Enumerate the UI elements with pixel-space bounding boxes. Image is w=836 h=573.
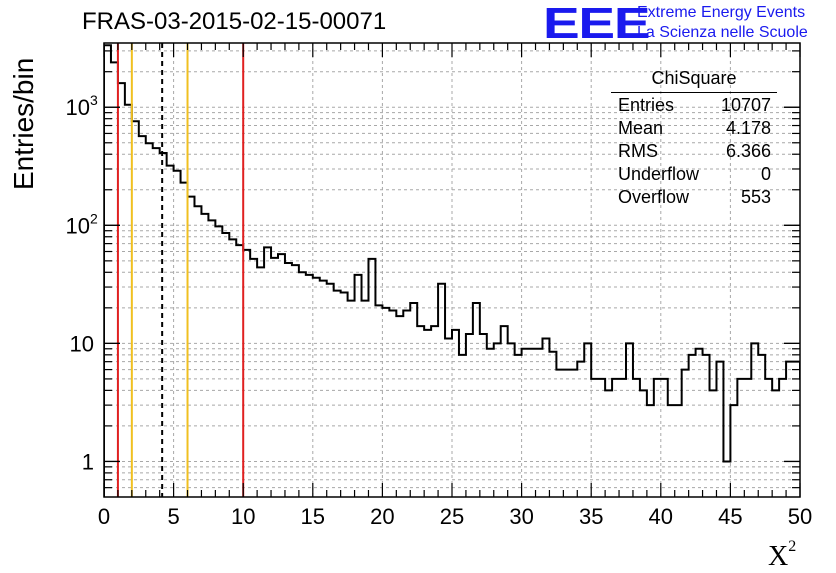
y-tick-exponent: 2 — [90, 210, 98, 226]
y-tick-exponent: 3 — [90, 92, 98, 108]
stats-label: Mean — [618, 118, 664, 138]
stats-row-rms: RMS 6.366 — [611, 140, 777, 163]
stats-box: ChiSquare Entries 10707 Mean 4.178 RMS 6… — [611, 68, 777, 209]
logo-line-1: Extreme Energy Events — [637, 4, 806, 21]
x-tick-label: 50 — [788, 504, 812, 529]
stats-label: Overflow — [618, 187, 690, 207]
x-tick-label: 15 — [301, 504, 325, 529]
x-tick-label: 10 — [231, 504, 255, 529]
stats-row-mean: Mean 4.178 — [611, 117, 777, 140]
logo-line-2: La Scienza nelle Scuole — [637, 24, 808, 41]
x-tick-label: 0 — [98, 504, 110, 529]
x-axis-label-sup: 2 — [788, 538, 797, 555]
stats-row-entries: Entries 10707 — [611, 94, 777, 117]
y-tick-label: 10 — [66, 213, 90, 238]
stats-label: Entries — [618, 95, 675, 115]
histogram-series — [104, 44, 800, 497]
x-tick-label: 30 — [509, 504, 533, 529]
y-axis-label: Entries/bin — [8, 57, 39, 190]
x-tick-label: 35 — [579, 504, 603, 529]
x-tick-label: 25 — [440, 504, 464, 529]
stats-title: ChiSquare — [611, 68, 777, 93]
x-tick-label: 40 — [649, 504, 673, 529]
stats-value: 553 — [740, 187, 771, 207]
x-tick-label: 5 — [167, 504, 179, 529]
stats-value: 6.366 — [725, 141, 771, 161]
stats-value: 0 — [760, 164, 771, 184]
stats-row-underflow: Underflow 0 — [611, 163, 777, 186]
stats-label: Underflow — [618, 164, 700, 184]
eee-logo: EEE — [543, 0, 651, 48]
x-axis-label: X2 — [768, 538, 796, 573]
x-axis-label-base: X — [768, 541, 789, 572]
stats-value: 10707 — [720, 95, 771, 115]
stats-label: RMS — [618, 141, 658, 161]
x-tick-label: 45 — [718, 504, 742, 529]
stats-value: 4.178 — [725, 118, 771, 138]
y-tick-label: 10 — [66, 95, 90, 120]
chart-title: FRAS-03-2015-02-15-00071 — [82, 8, 387, 35]
x-tick-label: 20 — [370, 504, 394, 529]
y-tick-label: 1 — [82, 449, 94, 474]
y-tick-label: 10 — [70, 331, 94, 356]
stats-row-overflow: Overflow 553 — [611, 186, 777, 209]
